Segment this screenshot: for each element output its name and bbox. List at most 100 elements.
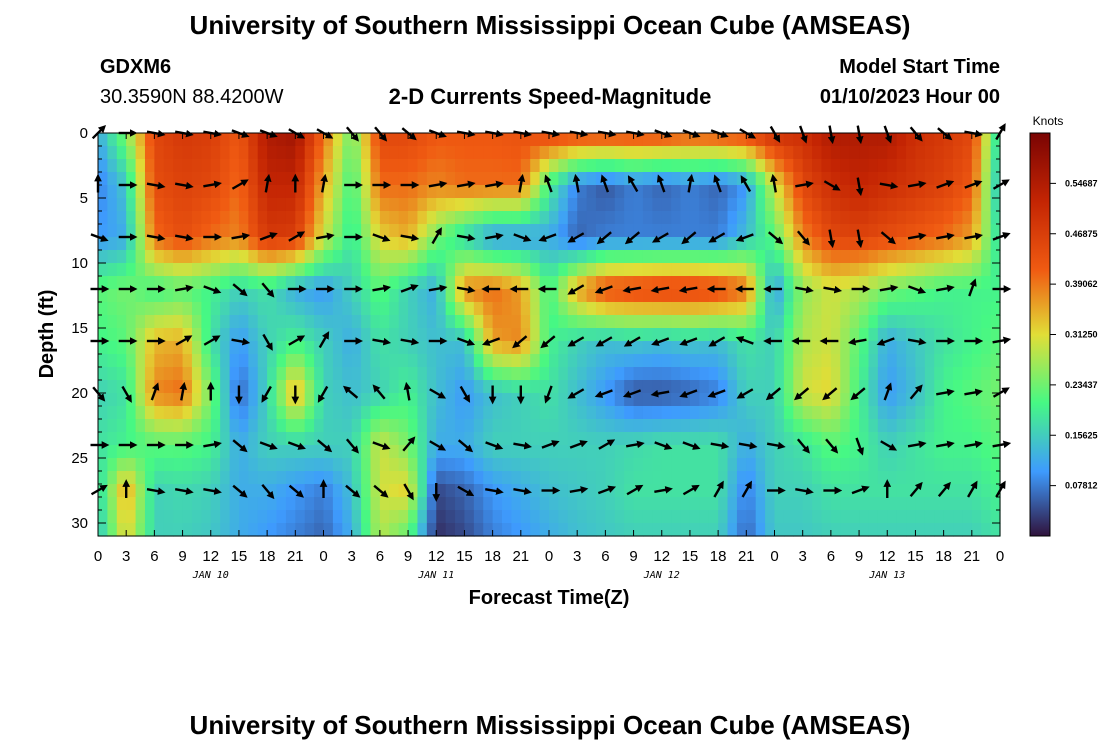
heatmap-cell — [276, 406, 287, 420]
current-vector — [456, 285, 476, 294]
heatmap-cell — [595, 419, 606, 433]
heatmap-cell — [502, 172, 513, 186]
heatmap-cell — [915, 276, 926, 290]
current-vector — [623, 336, 641, 347]
heatmap-cell — [220, 510, 231, 524]
current-vector — [402, 436, 416, 452]
heatmap-cell — [492, 445, 503, 459]
heatmap-cell — [755, 289, 766, 303]
heatmap-cell — [830, 133, 841, 147]
heatmap-cell — [483, 198, 494, 212]
heatmap-cell — [455, 341, 466, 355]
heatmap-cell — [821, 172, 832, 186]
heatmap-cell — [727, 523, 738, 537]
current-vector — [175, 335, 193, 346]
heatmap-cell — [642, 250, 653, 264]
heatmap-cell — [126, 432, 137, 446]
heatmap-cell — [915, 315, 926, 329]
heatmap-cell — [877, 289, 888, 303]
heatmap-cell — [173, 302, 184, 316]
heatmap-cell — [962, 302, 973, 316]
heatmap-cell — [971, 146, 982, 160]
heatmap-cell — [173, 471, 184, 485]
heatmap-cell — [473, 367, 484, 381]
heatmap-cell — [755, 276, 766, 290]
heatmap-cell — [971, 263, 982, 277]
heatmap-cell — [323, 419, 334, 433]
heatmap-cell — [361, 289, 372, 303]
heatmap-cell — [98, 185, 108, 199]
heatmap-cell — [408, 263, 419, 277]
heatmap-cell — [323, 523, 334, 537]
heatmap-cell — [642, 315, 653, 329]
heatmap-cell — [558, 393, 569, 407]
heatmap-cell — [389, 159, 400, 173]
heatmap-cell — [539, 315, 550, 329]
heatmap-cell — [220, 328, 231, 342]
heatmap-cell — [577, 523, 588, 537]
heatmap-cell — [887, 510, 898, 524]
heatmap-cell — [577, 146, 588, 160]
heatmap-cell — [755, 211, 766, 225]
current-vector — [513, 441, 532, 450]
heatmap-cell — [408, 484, 419, 498]
heatmap-cell — [426, 302, 437, 316]
current-vector — [822, 387, 838, 401]
heatmap-cell — [840, 354, 851, 368]
heatmap-cell — [502, 393, 513, 407]
heatmap-cell — [389, 341, 400, 355]
heatmap-cell — [389, 198, 400, 212]
heatmap-cell — [802, 471, 813, 485]
heatmap-cell — [135, 445, 146, 459]
heatmap-cell — [426, 445, 437, 459]
heatmap-cell — [323, 458, 334, 472]
heatmap-cell — [567, 198, 578, 212]
heatmap-cell — [285, 380, 296, 394]
current-vector — [179, 381, 187, 401]
current-vector — [686, 173, 695, 193]
heatmap-cell — [652, 406, 663, 420]
heatmap-cell — [191, 237, 202, 251]
heatmap-cell — [567, 445, 578, 459]
heatmap-cell — [98, 445, 108, 459]
heatmap-cell — [661, 380, 672, 394]
heatmap-cell — [849, 224, 860, 238]
heatmap-cell — [257, 146, 268, 160]
heatmap-cell — [248, 211, 259, 225]
heatmap-cell — [924, 406, 935, 420]
heatmap-cell — [652, 224, 663, 238]
heatmap-cell — [915, 354, 926, 368]
heatmap-cell — [953, 445, 964, 459]
heatmap-cell — [379, 523, 390, 537]
heatmap-cell — [859, 185, 870, 199]
heatmap-cell — [464, 328, 475, 342]
heatmap-cell — [257, 224, 268, 238]
heatmap-cell — [201, 172, 212, 186]
heatmap-cell — [436, 393, 447, 407]
heatmap-cell — [520, 406, 531, 420]
heatmap-cell — [661, 276, 672, 290]
heatmap-cell — [746, 341, 757, 355]
heatmap-cell — [896, 458, 907, 472]
heatmap-cell — [398, 367, 409, 381]
heatmap-cell — [116, 224, 127, 238]
heatmap-cell — [201, 263, 212, 277]
heatmap-cell — [877, 211, 888, 225]
heatmap-cell — [154, 159, 165, 173]
heatmap-cell — [915, 458, 926, 472]
current-vector — [682, 484, 700, 496]
heatmap-cell — [464, 458, 475, 472]
heatmap-cell — [812, 354, 823, 368]
heatmap-cell — [558, 458, 569, 472]
heatmap-cell — [502, 367, 513, 381]
heatmap-cell — [971, 471, 982, 485]
heatmap-cell — [953, 315, 964, 329]
heatmap-cell — [586, 133, 597, 147]
heatmap-cell — [671, 419, 682, 433]
model-start-label: Model Start Time — [839, 56, 1000, 78]
heatmap-cell — [924, 146, 935, 160]
heatmap-cell — [98, 250, 108, 264]
heatmap-cell — [304, 393, 315, 407]
heatmap-cell — [426, 497, 437, 511]
heatmap-cell — [877, 419, 888, 433]
